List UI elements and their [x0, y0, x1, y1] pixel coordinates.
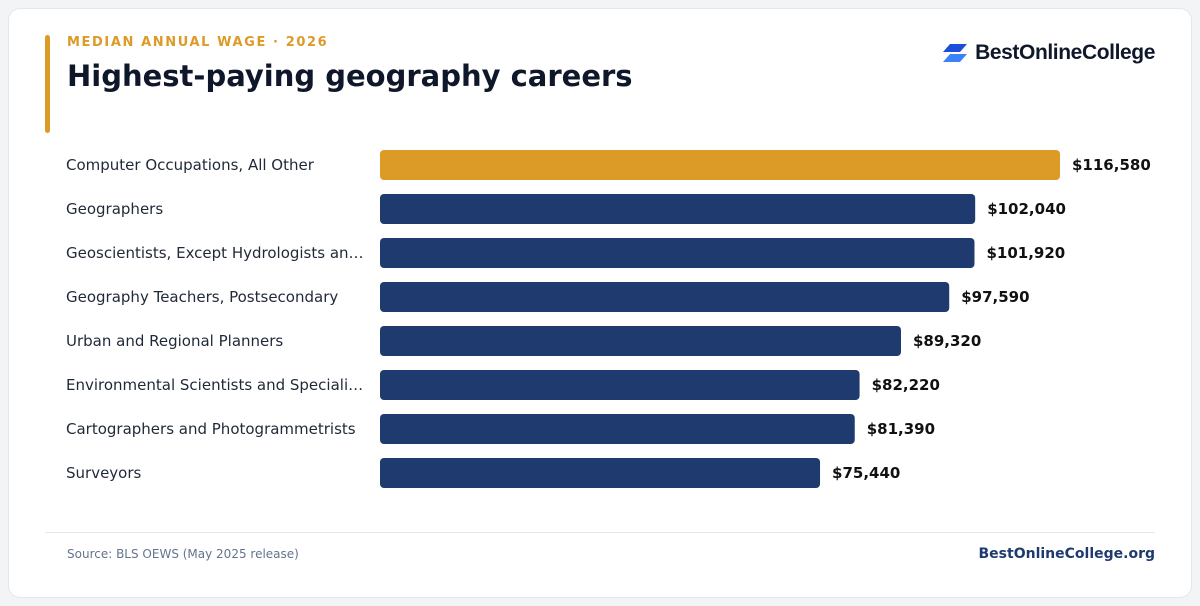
- chart-title: Highest-paying geography careers: [67, 59, 633, 93]
- value-label: $89,320: [913, 332, 981, 350]
- value-label: $97,590: [961, 288, 1029, 306]
- brand-logo: BestOnlineCollege: [943, 41, 1155, 65]
- accent-bar: [45, 35, 50, 133]
- bar: [380, 194, 976, 224]
- source-note: Source: BLS OEWS (May 2025 release): [67, 547, 299, 561]
- category-label: Computer Occupations, All Other: [66, 156, 315, 174]
- value-label: $102,040: [987, 200, 1066, 218]
- category-label: Cartographers and Photogrammetrists: [66, 420, 356, 438]
- value-label: $101,920: [986, 244, 1065, 262]
- brand-name: BestOnlineCollege: [975, 41, 1155, 64]
- chart-eyebrow: MEDIAN ANNUAL WAGE · 2026: [67, 35, 329, 50]
- category-label: Geoscientists, Except Hydrologists an…: [66, 244, 364, 262]
- bar: [380, 370, 860, 400]
- bar: [380, 458, 821, 488]
- site-link[interactable]: BestOnlineCollege.org: [978, 546, 1155, 562]
- bar-highlight: [380, 150, 1060, 180]
- value-label: $81,390: [867, 420, 935, 438]
- footer-divider: [45, 532, 1155, 533]
- chart-card: MEDIAN ANNUAL WAGE · 2026 Highest-paying…: [8, 8, 1192, 598]
- bar: [380, 238, 975, 268]
- bar: [380, 414, 855, 444]
- value-label: $82,220: [872, 376, 940, 394]
- category-label: Surveyors: [66, 464, 142, 482]
- parallelogram-logo-icon: [943, 44, 968, 62]
- bar: [380, 326, 901, 356]
- category-label: Urban and Regional Planners: [66, 332, 283, 350]
- category-label: Geographers: [66, 200, 163, 218]
- value-label: $116,580: [1072, 156, 1151, 174]
- bar: [380, 282, 950, 312]
- category-label: Geography Teachers, Postsecondary: [66, 288, 338, 306]
- category-label: Environmental Scientists and Speciali…: [66, 376, 363, 394]
- value-label: $75,440: [832, 464, 900, 482]
